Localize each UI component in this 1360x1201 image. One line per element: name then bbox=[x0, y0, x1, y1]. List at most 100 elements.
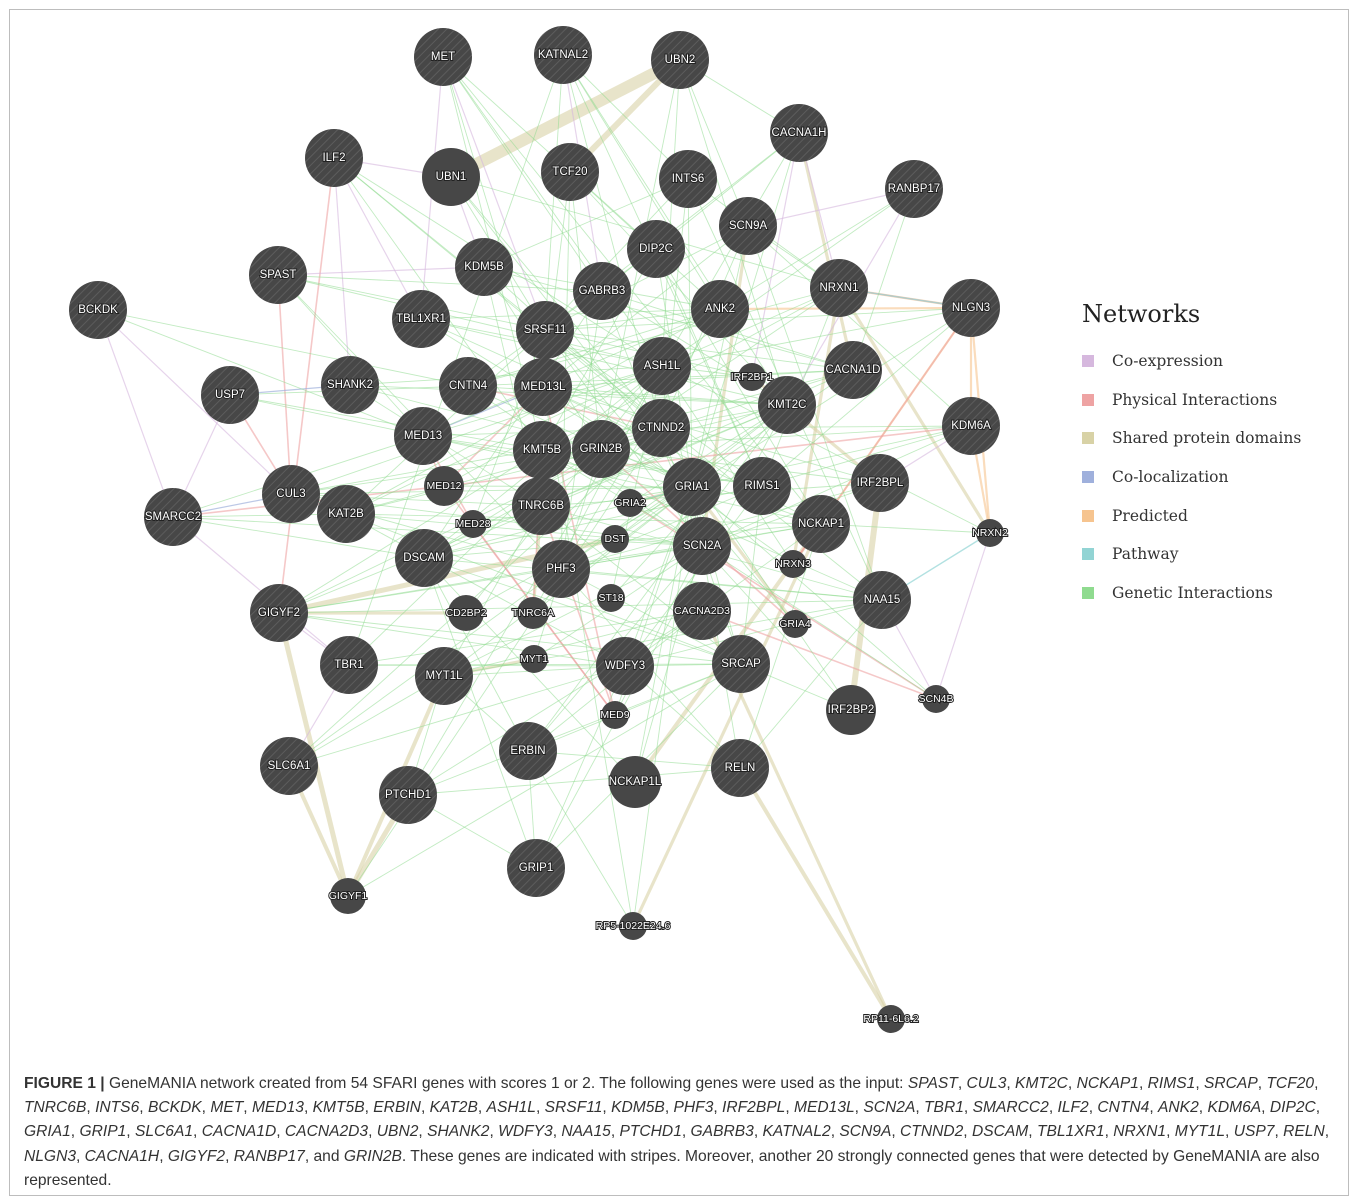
node-circle[interactable] bbox=[507, 839, 565, 897]
node-circle[interactable] bbox=[632, 399, 690, 457]
gene-node-gria2[interactable]: GRIA2 bbox=[613, 489, 647, 517]
node-circle[interactable] bbox=[826, 685, 876, 735]
gene-node-scn2a[interactable]: SCN2A bbox=[673, 517, 731, 575]
node-circle[interactable] bbox=[448, 595, 484, 631]
gene-node-myt1[interactable]: MYT1 bbox=[519, 645, 549, 673]
gene-node-grin2b[interactable]: GRIN2B bbox=[572, 420, 630, 478]
gene-node-rims1[interactable]: RIMS1 bbox=[733, 457, 791, 515]
gene-node-gigyf2[interactable]: GIGYF2 bbox=[250, 584, 308, 642]
gene-node-shank2[interactable]: SHANK2 bbox=[321, 356, 379, 414]
gene-node-naa15[interactable]: NAA15 bbox=[853, 571, 911, 629]
gene-node-ptchd1[interactable]: PTCHD1 bbox=[379, 766, 437, 824]
node-circle[interactable] bbox=[320, 636, 378, 694]
gene-node-ank2[interactable]: ANK2 bbox=[691, 280, 749, 338]
gene-node-srcap[interactable]: SRCAP bbox=[712, 635, 770, 693]
node-circle[interactable] bbox=[651, 31, 709, 89]
node-circle[interactable] bbox=[596, 637, 654, 695]
gene-node-med28[interactable]: MED28 bbox=[454, 510, 492, 538]
node-circle[interactable] bbox=[573, 262, 631, 320]
node-circle[interactable] bbox=[250, 584, 308, 642]
gene-node-med12[interactable]: MED12 bbox=[424, 466, 464, 506]
gene-node-srsf11[interactable]: SRSF11 bbox=[516, 301, 574, 359]
node-circle[interactable] bbox=[541, 143, 599, 201]
gene-node-kmt2c[interactable]: KMT2C bbox=[758, 376, 816, 434]
gene-node-ash1l[interactable]: ASH1L bbox=[633, 337, 691, 395]
node-circle[interactable] bbox=[738, 363, 766, 391]
gene-node-cd2bp2[interactable]: CD2BP2 bbox=[445, 595, 488, 631]
node-circle[interactable] bbox=[853, 571, 911, 629]
gene-node-smarcc2[interactable]: SMARCC2 bbox=[144, 488, 202, 546]
node-circle[interactable] bbox=[69, 281, 127, 339]
gene-node-kdm5b[interactable]: KDM5B bbox=[455, 238, 513, 296]
gene-node-kat2b[interactable]: KAT2B bbox=[317, 485, 375, 543]
gene-node-irf2bp1[interactable]: IRF2BP1 bbox=[730, 363, 774, 391]
node-circle[interactable] bbox=[779, 550, 807, 578]
gene-node-kdm6a[interactable]: KDM6A bbox=[942, 397, 1000, 455]
node-circle[interactable] bbox=[201, 366, 259, 424]
node-circle[interactable] bbox=[942, 397, 1000, 455]
node-circle[interactable] bbox=[663, 458, 721, 516]
gene-node-bckdk[interactable]: BCKDK bbox=[69, 281, 127, 339]
node-circle[interactable] bbox=[885, 160, 943, 218]
gene-node-med9[interactable]: MED9 bbox=[599, 701, 631, 729]
gene-node-nlgn3[interactable]: NLGN3 bbox=[942, 279, 1000, 337]
node-circle[interactable] bbox=[424, 466, 464, 506]
gene-node-med13l[interactable]: MED13L bbox=[514, 358, 572, 416]
node-circle[interactable] bbox=[392, 290, 450, 348]
gene-node-cntn4[interactable]: CNTN4 bbox=[439, 357, 497, 415]
gene-node-spast[interactable]: SPAST bbox=[249, 246, 307, 304]
node-circle[interactable] bbox=[516, 301, 574, 359]
gene-node-erbin[interactable]: ERBIN bbox=[499, 722, 557, 780]
gene-node-tcf20[interactable]: TCF20 bbox=[541, 143, 599, 201]
gene-node-irf2bpl[interactable]: IRF2BPL bbox=[851, 454, 909, 512]
node-circle[interactable] bbox=[262, 465, 320, 523]
node-circle[interactable] bbox=[395, 529, 453, 587]
gene-node-tnrc6b[interactable]: TNRC6B bbox=[512, 477, 570, 535]
gene-node-rp11-6l6-2[interactable]: RP11-6L6.2 bbox=[862, 1005, 920, 1033]
gene-node-slc6a1[interactable]: SLC6A1 bbox=[260, 737, 318, 795]
gene-node-myt1l[interactable]: MYT1L bbox=[415, 647, 473, 705]
gene-node-ubn1[interactable]: UBN1 bbox=[422, 148, 480, 206]
gene-node-cul3[interactable]: CUL3 bbox=[262, 465, 320, 523]
node-circle[interactable] bbox=[439, 357, 497, 415]
gene-node-gabrb3[interactable]: GABRB3 bbox=[573, 262, 631, 320]
gene-node-tnrc6a[interactable]: TNRC6A bbox=[511, 597, 555, 629]
gene-node-katnal2[interactable]: KATNAL2 bbox=[534, 26, 592, 84]
gene-node-tbl1xr1[interactable]: TBL1XR1 bbox=[392, 290, 450, 348]
node-circle[interactable] bbox=[691, 280, 749, 338]
node-circle[interactable] bbox=[659, 150, 717, 208]
node-circle[interactable] bbox=[673, 582, 731, 640]
gene-node-cacna2d3[interactable]: CACNA2D3 bbox=[673, 582, 731, 640]
node-circle[interactable] bbox=[517, 597, 549, 629]
node-circle[interactable] bbox=[619, 912, 647, 940]
node-circle[interactable] bbox=[633, 337, 691, 395]
gene-node-ints6[interactable]: INTS6 bbox=[659, 150, 717, 208]
gene-node-nrxn3[interactable]: NRXN3 bbox=[774, 550, 812, 578]
node-circle[interactable] bbox=[520, 645, 548, 673]
node-circle[interactable] bbox=[792, 495, 850, 553]
node-circle[interactable] bbox=[459, 510, 487, 538]
node-circle[interactable] bbox=[260, 737, 318, 795]
gene-node-kmt5b[interactable]: KMT5B bbox=[513, 421, 571, 479]
node-circle[interactable] bbox=[514, 358, 572, 416]
node-circle[interactable] bbox=[534, 26, 592, 84]
node-circle[interactable] bbox=[770, 104, 828, 162]
node-circle[interactable] bbox=[394, 407, 452, 465]
node-circle[interactable] bbox=[601, 701, 629, 729]
node-circle[interactable] bbox=[810, 259, 868, 317]
node-circle[interactable] bbox=[616, 489, 644, 517]
node-circle[interactable] bbox=[719, 197, 777, 255]
node-circle[interactable] bbox=[758, 376, 816, 434]
node-circle[interactable] bbox=[824, 341, 882, 399]
node-circle[interactable] bbox=[144, 488, 202, 546]
gene-node-grip1[interactable]: GRIP1 bbox=[507, 839, 565, 897]
node-circle[interactable] bbox=[851, 454, 909, 512]
gene-node-ubn2[interactable]: UBN2 bbox=[651, 31, 709, 89]
node-circle[interactable] bbox=[422, 148, 480, 206]
node-circle[interactable] bbox=[321, 356, 379, 414]
node-circle[interactable] bbox=[976, 519, 1004, 547]
gene-node-ranbp17[interactable]: RANBP17 bbox=[885, 160, 943, 218]
gene-node-reln[interactable]: RELN bbox=[711, 739, 769, 797]
node-circle[interactable] bbox=[627, 220, 685, 278]
gene-node-nrxn1[interactable]: NRXN1 bbox=[810, 259, 868, 317]
